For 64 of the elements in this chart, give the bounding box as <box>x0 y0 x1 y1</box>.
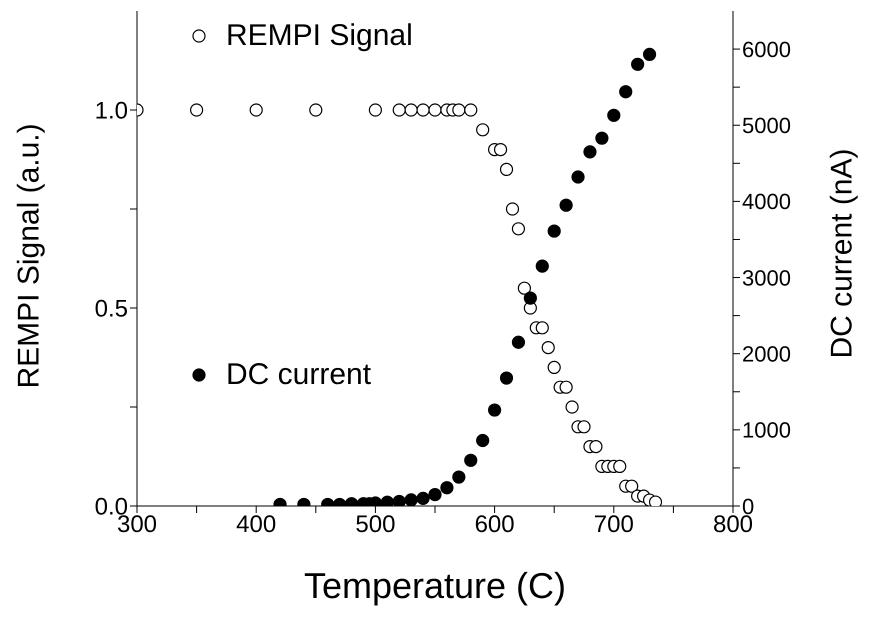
point <box>500 162 514 176</box>
point <box>548 360 561 374</box>
point <box>560 198 573 212</box>
point <box>250 103 263 117</box>
point <box>631 58 644 71</box>
point <box>392 103 406 117</box>
y-axis-title: REMPI Signal (a.u.) <box>12 123 46 388</box>
point <box>476 434 490 448</box>
point <box>565 400 579 414</box>
point <box>560 380 573 394</box>
point <box>548 224 561 238</box>
point <box>494 143 508 156</box>
x-tick-label: 700 <box>594 511 634 538</box>
x-tick-label: 500 <box>355 511 396 538</box>
point <box>589 440 603 454</box>
point <box>309 103 322 117</box>
y2-tick-label: 6000 <box>742 36 791 62</box>
y2-tick-label: 2000 <box>742 342 791 366</box>
point <box>464 103 478 117</box>
point <box>571 170 585 184</box>
y2-tick-label: 5000 <box>742 113 791 138</box>
point <box>512 336 526 349</box>
point <box>542 341 555 354</box>
legend-label: REMPI Signal <box>226 19 413 53</box>
x-axis-title: Temperature (C) <box>304 565 566 606</box>
point <box>619 85 632 98</box>
point <box>476 123 490 136</box>
point <box>536 321 549 334</box>
point <box>595 132 608 145</box>
point <box>428 488 442 502</box>
y-tick-label: 0.5 <box>94 296 128 323</box>
point <box>536 260 549 273</box>
point <box>607 108 620 122</box>
point <box>416 492 430 505</box>
point <box>464 454 478 467</box>
point <box>488 403 502 417</box>
point <box>404 103 418 117</box>
point <box>613 460 626 473</box>
point <box>190 103 204 117</box>
point <box>392 494 406 506</box>
point <box>583 145 597 158</box>
point <box>524 292 537 305</box>
x-tick-label: 400 <box>236 511 276 538</box>
y2-tick-label: 4000 <box>742 189 791 214</box>
point <box>625 480 638 493</box>
point <box>368 103 382 117</box>
legend-label: DC current <box>226 358 372 392</box>
point <box>506 202 520 216</box>
y2-tick-label: 3000 <box>742 265 791 290</box>
point <box>500 371 514 385</box>
point <box>642 48 656 62</box>
y2-axis-title: DC current (nA) <box>826 148 859 359</box>
x-tick-label: 600 <box>474 511 515 538</box>
point <box>512 222 526 236</box>
point <box>518 282 531 295</box>
point <box>404 493 418 506</box>
point <box>577 420 591 434</box>
y-tick-label: 1.0 <box>94 98 128 125</box>
y2-tick-label: 1000 <box>742 418 791 443</box>
point <box>452 103 466 117</box>
point <box>452 470 466 484</box>
point <box>440 481 454 494</box>
point <box>416 103 430 117</box>
point <box>428 103 442 117</box>
